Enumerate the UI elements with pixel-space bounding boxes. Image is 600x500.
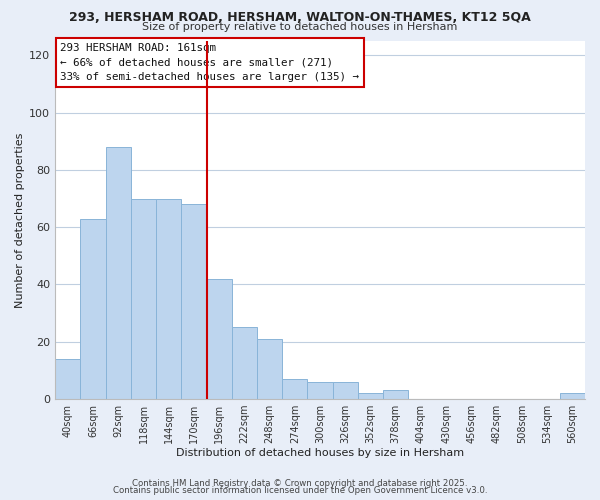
Bar: [181, 204, 206, 399]
Bar: [156, 198, 181, 399]
Text: Contains HM Land Registry data © Crown copyright and database right 2025.: Contains HM Land Registry data © Crown c…: [132, 478, 468, 488]
Bar: [358, 393, 383, 399]
Text: 293, HERSHAM ROAD, HERSHAM, WALTON-ON-THAMES, KT12 5QA: 293, HERSHAM ROAD, HERSHAM, WALTON-ON-TH…: [69, 11, 531, 24]
Bar: [206, 278, 232, 399]
X-axis label: Distribution of detached houses by size in Hersham: Distribution of detached houses by size …: [176, 448, 464, 458]
Bar: [80, 218, 106, 399]
Text: Contains public sector information licensed under the Open Government Licence v3: Contains public sector information licen…: [113, 486, 487, 495]
Bar: [232, 328, 257, 399]
Bar: [106, 147, 131, 399]
Bar: [332, 382, 358, 399]
Y-axis label: Number of detached properties: Number of detached properties: [15, 132, 25, 308]
Bar: [307, 382, 332, 399]
Bar: [55, 359, 80, 399]
Text: Size of property relative to detached houses in Hersham: Size of property relative to detached ho…: [142, 22, 458, 32]
Bar: [131, 198, 156, 399]
Text: 293 HERSHAM ROAD: 161sqm
← 66% of detached houses are smaller (271)
33% of semi-: 293 HERSHAM ROAD: 161sqm ← 66% of detach…: [61, 43, 359, 82]
Bar: [282, 379, 307, 399]
Bar: [383, 390, 409, 399]
Bar: [257, 339, 282, 399]
Bar: [560, 393, 585, 399]
